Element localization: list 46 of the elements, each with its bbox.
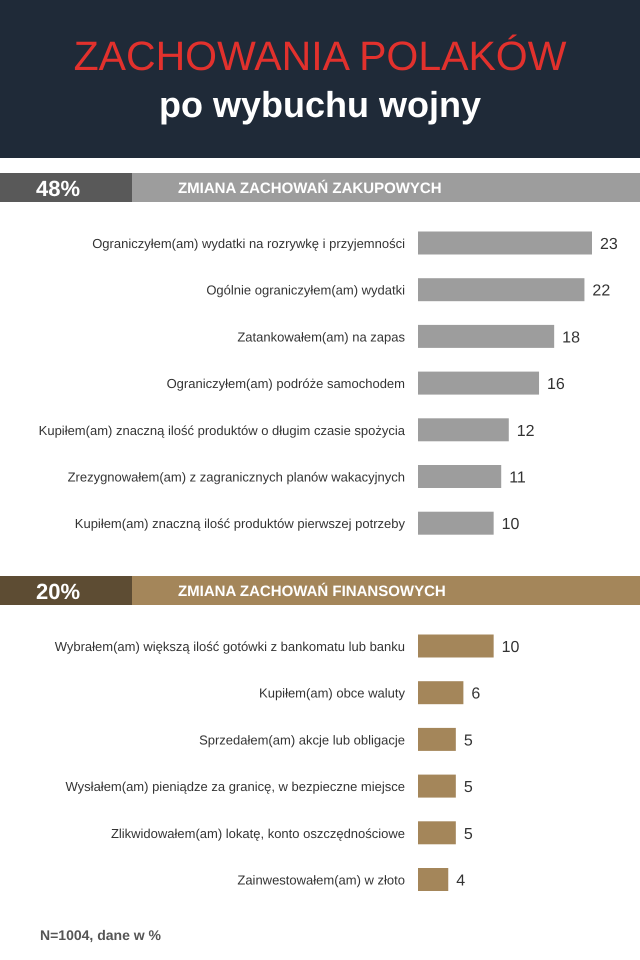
data-label: 5 [464, 779, 473, 796]
bar [418, 232, 592, 254]
bar [418, 681, 464, 704]
bar [418, 868, 448, 891]
text: N=1004, dane w % [40, 927, 162, 943]
y-tick-label: Sprzedałem(am) akcje lub obligacje [199, 732, 405, 748]
text: po wybuchu wojny [159, 84, 481, 125]
data-label: 16 [547, 376, 565, 394]
bar [418, 465, 502, 488]
y-tick-label: Wybrałem(am) większą ilość gotówki z bankomatu lub banku [54, 639, 405, 654]
data-label: 18 [562, 329, 580, 346]
text: 48% [36, 176, 80, 201]
chart-title: ZMIANA ZACHOWAŃ FINANSOWYCH [178, 582, 446, 600]
y-tick-label: Ograniczyłem(am) podróże samochodem [166, 376, 405, 392]
y-tick-label: Ograniczyłem(am) wydatki na rozrywkę i przyjemności [92, 236, 406, 251]
data-label: 5 [464, 826, 473, 843]
text: 20% [36, 579, 80, 604]
data-label: 6 [471, 686, 480, 703]
y-tick-label: Kupiłem(am) obce waluty [259, 686, 406, 701]
data-label: 23 [600, 236, 618, 253]
bar [418, 372, 540, 395]
y-tick-label: Kupiłem(am) znaczną ilość produktów o długim czasie spożycia [38, 422, 406, 438]
data-label: 10 [502, 639, 520, 656]
data-label: 11 [509, 470, 526, 486]
data-label: 4 [456, 872, 466, 890]
y-tick-label: Zainwestowałem(am) w złoto [237, 872, 405, 888]
bar [418, 324, 554, 348]
bar [418, 728, 456, 751]
text: ZACHOWANIA POLAKÓW [74, 33, 567, 79]
y-tick-label: Zlikwidowałem(am) lokatę, konto oszczędnościowe [110, 826, 405, 841]
bar [418, 821, 456, 844]
bar [418, 774, 456, 798]
bar [418, 634, 494, 658]
bar [418, 278, 584, 302]
y-tick-label: Zatankowałem(am) na zapas [237, 329, 406, 344]
bar [418, 418, 509, 442]
y-tick-label: Wysłałem(am) pieniądze za granicę, w bezpieczne miejsce [66, 779, 405, 794]
y-tick-label: Zrezygnowałem(am) z zagranicznych planów wakacyjnych [68, 470, 405, 484]
y-tick-label: Kupiłem(am) znaczną ilość produktów pierwszej potrzeby [74, 516, 406, 532]
data-label: 10 [502, 516, 520, 534]
data-label: 5 [464, 732, 473, 750]
y-tick-label: Ogólnie ograniczyłem(am) wydatki [206, 282, 406, 298]
data-label: 12 [516, 422, 535, 440]
data-label: 22 [592, 282, 610, 300]
bar [418, 512, 494, 535]
chart-title: ZMIANA ZACHOWAŃ ZAKUPOWYCH [178, 179, 442, 197]
